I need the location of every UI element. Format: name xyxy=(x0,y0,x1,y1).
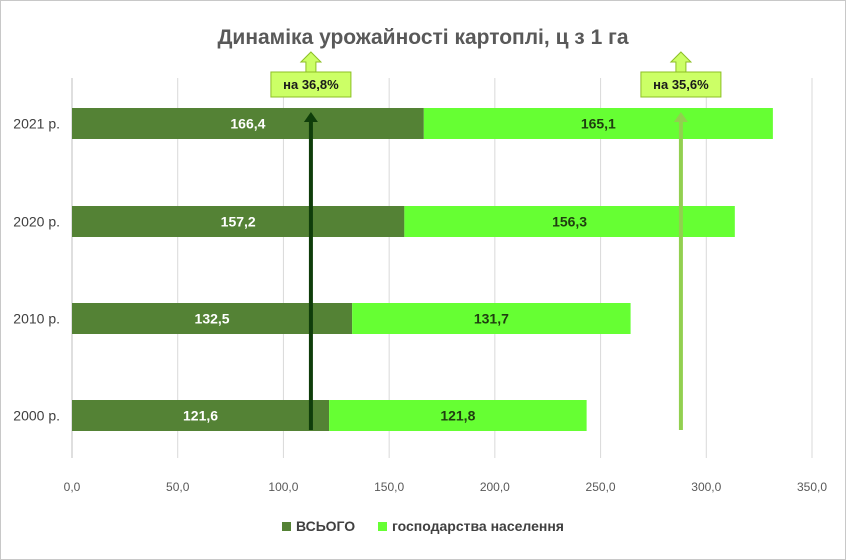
x-tick-label: 300,0 xyxy=(691,480,721,494)
x-tick-label: 100,0 xyxy=(268,480,298,494)
bars: 166,4 165,1 157,2 156,3 132,5 131,7 121,6 121,8 xyxy=(72,108,773,431)
category-label: 2000 р. xyxy=(13,408,60,424)
bar-value-label: 131,7 xyxy=(474,311,509,327)
x-tick-label: 50,0 xyxy=(166,480,190,494)
callout-text: на 36,8% xyxy=(283,77,339,92)
bar-value-label: 121,8 xyxy=(440,408,475,424)
x-tick-label: 350,0 xyxy=(797,480,827,494)
annotations: на 36,8% на 35,6% xyxy=(270,51,722,430)
x-tick-label: 250,0 xyxy=(586,480,616,494)
annotation-arrowhead xyxy=(673,112,688,122)
bar-segment xyxy=(352,303,631,334)
callout-text: на 35,6% xyxy=(653,77,709,92)
callout-box xyxy=(270,71,352,98)
category-label: 2021 р. xyxy=(13,116,60,132)
bar-segment xyxy=(72,400,330,431)
x-tick-label: 0,0 xyxy=(64,480,81,494)
bar-segment xyxy=(329,400,587,431)
chart-title: Динаміка урожайності картоплі, ц з 1 га xyxy=(217,26,628,49)
bar-value-label: 157,2 xyxy=(221,214,256,230)
category-labels: 2021 р. 2020 р. 2010 р. 2000 р. xyxy=(13,116,60,424)
legend: ВСЬОГО господарства населення xyxy=(282,518,564,534)
x-tick-label: 200,0 xyxy=(480,480,510,494)
x-axis-ticks: 0,0 50,0 100,0 150,0 200,0 250,0 300,0 350,0 xyxy=(64,480,828,494)
bar-value-label: 132,5 xyxy=(195,311,230,327)
bar-segment xyxy=(423,108,773,139)
category-label: 2020 р. xyxy=(13,214,60,230)
callout-box xyxy=(640,71,722,98)
legend-swatch xyxy=(378,522,387,531)
bar-value-label: 165,1 xyxy=(581,116,616,132)
callout-up-arrow xyxy=(669,51,693,73)
legend-label: ВСЬОГО xyxy=(296,518,355,534)
bar-segment xyxy=(72,303,353,334)
annotation-arrowhead xyxy=(303,112,318,122)
x-tick-label: 150,0 xyxy=(374,480,404,494)
gridlines xyxy=(71,78,813,458)
category-label: 2010 р. xyxy=(13,311,60,327)
bar-segment xyxy=(72,206,405,237)
legend-swatch xyxy=(282,522,291,531)
bar-value-label: 156,3 xyxy=(552,214,587,230)
callout-up-arrow xyxy=(299,51,323,73)
bar-segment xyxy=(72,108,424,139)
bar-value-label: 166,4 xyxy=(230,116,265,132)
legend-label: господарства населення xyxy=(392,518,564,534)
bar-value-label: 121,6 xyxy=(183,408,218,424)
